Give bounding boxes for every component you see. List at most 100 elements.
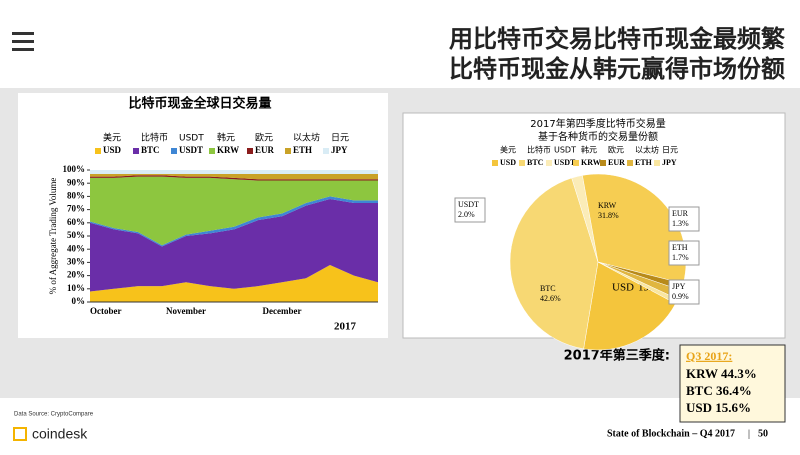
legend-swatch <box>209 148 215 154</box>
legend-swatch <box>285 148 291 154</box>
q3-label: 2017年第三季度: <box>564 348 670 364</box>
legend-label: BTC <box>527 158 544 167</box>
q3-line: BTC 36.4% <box>686 383 752 398</box>
year-label: 2017 <box>334 321 357 333</box>
slice-label: EUR <box>672 209 689 218</box>
x-tick-label: December <box>263 306 302 316</box>
legend-swatch <box>171 148 177 154</box>
legend-cn: 韩元 <box>217 132 235 144</box>
legend-swatch <box>654 160 660 166</box>
slice-label: BTC <box>540 284 556 293</box>
legend-cn: 韩元 <box>581 145 597 155</box>
q3-heading: Q3 2017: <box>686 349 732 363</box>
label-box <box>454 197 486 223</box>
chart-subtitle: 基于各种货币的交易量份额 <box>538 130 658 143</box>
brand-logo <box>13 427 27 441</box>
title-line: 用比特币交易比特币现金最频繁 <box>449 25 786 53</box>
legend-label: USD <box>500 158 516 167</box>
y-tick-label: 60% <box>67 217 85 227</box>
y-tick-label: 20% <box>67 270 85 280</box>
slice-value-label: 0.9% <box>672 292 689 301</box>
slice-label: ETH <box>672 243 688 252</box>
slice-label: USDT <box>458 200 479 209</box>
legend-label: USDT <box>179 145 203 155</box>
legend-swatch <box>573 160 579 166</box>
legend-cn: 欧元 <box>255 132 273 144</box>
y-tick-label: 50% <box>67 230 85 240</box>
area <box>90 176 378 246</box>
legend-label: JPY <box>662 158 677 167</box>
legend-label: EUR <box>255 145 275 155</box>
legend-swatch <box>95 148 101 154</box>
slice-value-label: 31.8% <box>598 211 619 220</box>
label-box <box>668 206 700 232</box>
area <box>90 199 378 292</box>
legend-cn: 欧元 <box>608 145 624 155</box>
legend-label: USD <box>103 145 122 155</box>
label-box <box>668 279 700 305</box>
legend-label: KRW <box>581 158 601 167</box>
slice-label: JPY <box>672 282 686 291</box>
legend-swatch <box>323 148 329 154</box>
y-tick-label: 80% <box>67 190 85 200</box>
slice-value-label: 42.6% <box>540 294 561 303</box>
legend-cn: USDT <box>179 134 204 144</box>
legend-cn: USDT <box>554 146 576 155</box>
y-tick-label: 100% <box>63 164 86 174</box>
area <box>90 265 378 302</box>
slice-label: KRW <box>598 201 617 210</box>
y-tick-label: 40% <box>67 243 85 253</box>
legend-cn: 美元 <box>500 145 516 155</box>
pie-slice <box>583 261 676 351</box>
slice-value-label: 1.7% <box>672 253 689 262</box>
legend-swatch <box>519 160 525 166</box>
y-tick-label: 90% <box>67 177 85 187</box>
slice-label: USD <box>612 282 634 294</box>
legend-cn: 美元 <box>103 132 121 144</box>
legend-cn: 日元 <box>331 133 349 144</box>
y-tick-label: 10% <box>67 283 85 293</box>
legend-label: BTC <box>141 145 160 155</box>
x-tick-label: October <box>90 306 122 316</box>
legend-label: JPY <box>331 145 348 155</box>
legend-swatch <box>247 148 253 154</box>
data-source: Data Source: CryptoCompare <box>14 412 94 418</box>
chart-title: 比特币现金全球日交易量 <box>128 96 271 112</box>
legend-label: USDT <box>554 158 576 167</box>
y-tick-label: 30% <box>67 256 85 266</box>
q3-line: KRW 44.3% <box>686 366 757 381</box>
legend-swatch <box>546 160 552 166</box>
legend-swatch <box>600 160 606 166</box>
legend-label: ETH <box>635 158 653 167</box>
pie-slice <box>509 177 599 350</box>
legend-label: EUR <box>608 158 625 167</box>
area <box>90 173 378 180</box>
legend-cn: 比特币 <box>141 132 168 144</box>
legend-cn: 以太坊 <box>293 132 320 144</box>
slice-value-label: 2.0% <box>458 210 475 219</box>
menu-icon[interactable] <box>12 32 34 51</box>
y-axis-label: % of Aggregate Trading Volume <box>48 178 58 295</box>
legend-swatch <box>627 160 633 166</box>
chart-title: 2017年第四季度比特币交易量 <box>530 117 665 130</box>
legend-label: KRW <box>217 145 239 155</box>
x-tick-label: November <box>166 306 206 316</box>
label-box <box>668 240 700 266</box>
y-tick-label: 0% <box>72 296 86 306</box>
legend-cn: 比特币 <box>527 145 551 155</box>
legend-label: ETH <box>293 145 312 155</box>
legend-swatch <box>492 160 498 166</box>
legend-cn: 日元 <box>662 146 678 155</box>
legend-cn: 以太坊 <box>635 145 659 155</box>
y-tick-label: 70% <box>67 204 85 214</box>
q3-line: USD 15.6% <box>686 400 751 415</box>
title-line: 比特币现金从韩元赢得市场份额 <box>449 55 785 83</box>
report-name: State of Blockchain – Q4 2017 <box>607 428 735 439</box>
legend-swatch <box>133 148 139 154</box>
q3-box <box>679 344 786 423</box>
page-number: 50 <box>758 428 768 439</box>
separator: | <box>748 428 750 439</box>
brand: coindesk <box>32 426 88 442</box>
slice-value-label: 1.3% <box>672 219 689 228</box>
